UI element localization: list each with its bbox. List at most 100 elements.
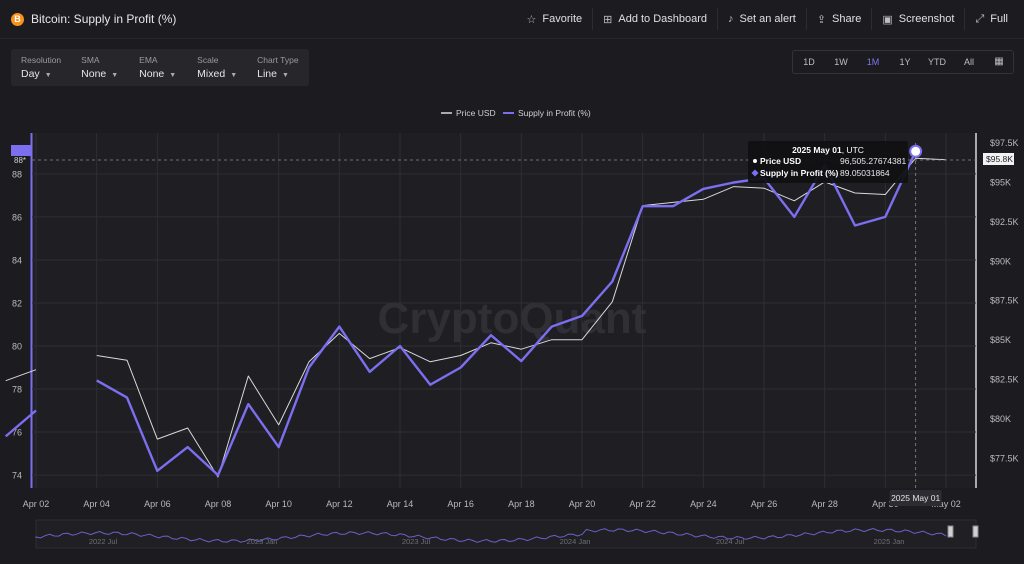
scale-value: Mixed ▼: [197, 68, 237, 80]
favorite-label: Favorite: [542, 13, 583, 25]
chevron-down-icon: ▼: [111, 72, 119, 79]
tooltip-timezone: , UTC: [842, 145, 864, 155]
tooltip-supply-marker: [751, 169, 759, 177]
screenshot-button[interactable]: ▣ Screenshot: [871, 8, 964, 30]
range-all[interactable]: All: [963, 57, 974, 67]
favorite-button[interactable]: ☆ Favorite: [517, 8, 593, 30]
x-tick-label: Apr 30: [872, 499, 899, 509]
navigator-label: 2023 Jan: [247, 537, 278, 546]
x-tick-label: Apr 04: [83, 499, 110, 509]
y-left-tick-label: 82: [12, 298, 22, 308]
range-1d[interactable]: 1D: [803, 57, 815, 67]
x-tick-label: Apr 08: [205, 499, 232, 509]
y-left-tick-label: 86: [12, 212, 22, 222]
screenshot-label: Screenshot: [898, 13, 955, 25]
y-right-tick-label: $97.5K: [990, 138, 1019, 148]
chart-type-label: Chart Type: [257, 55, 299, 65]
scale-dropdown[interactable]: Scale Mixed ▼: [187, 49, 247, 86]
full-label: Full: [990, 13, 1008, 25]
add-to-dashboard-icon: ⊞: [603, 13, 613, 26]
y-left-tick-label: 88: [12, 169, 22, 179]
y-right-tick-label: $85K: [990, 335, 1011, 345]
full-button[interactable]: ⤢ Full: [964, 8, 1018, 30]
tooltip-date: 2025 May 01, UTC: [792, 145, 864, 155]
chart-type-dropdown[interactable]: Chart Type Line ▼: [247, 49, 308, 86]
chevron-down-icon: ▼: [281, 72, 289, 79]
legend-supply-label[interactable]: Supply in Profit (%): [518, 108, 591, 118]
set-alert-button[interactable]: ♪ Set an alert: [717, 8, 806, 30]
range-1y[interactable]: 1Y: [899, 57, 911, 67]
ema-dropdown[interactable]: EMA None ▼: [129, 49, 187, 86]
x-tick-label: Apr 18: [508, 499, 535, 509]
crosshair-right-label: $95.8K: [986, 154, 1013, 164]
navigator-track: [35, 519, 977, 549]
tooltip-row-label: Supply in Profit (%): [760, 168, 839, 178]
x-tick-label: Apr 28: [811, 499, 838, 509]
x-tick-label: Apr 10: [265, 499, 292, 509]
range-1m[interactable]: 1M: [866, 57, 880, 67]
scale-label: Scale: [197, 55, 219, 65]
chart-title: B Bitcoin: Supply in Profit (%): [11, 12, 176, 26]
chevron-down-icon: ▼: [44, 72, 52, 79]
y-right-tick-label: $82.5K: [990, 375, 1019, 385]
resolution-label: Resolution: [21, 55, 62, 65]
legend-price-label[interactable]: Price USD: [456, 108, 496, 118]
x-tick-label: Apr 14: [387, 499, 414, 509]
y-left-tick-label: 80: [12, 342, 22, 352]
chart-title-text: Bitcoin: Supply in Profit (%): [31, 12, 177, 26]
range-1w[interactable]: 1W: [834, 57, 848, 67]
chart-type-value: Line ▼: [257, 68, 298, 80]
y-left-tick-label: 74: [12, 471, 22, 481]
range-selector: 1D 1W 1M 1Y YTD All ▦: [792, 50, 1014, 74]
ema-label: EMA: [139, 55, 158, 65]
sma-dropdown[interactable]: SMA None ▼: [71, 49, 129, 86]
chevron-down-icon: ▼: [230, 72, 238, 79]
ema-value: None ▼: [139, 68, 177, 80]
x-tick-label: Apr 12: [326, 499, 353, 509]
scale-value-text: Mixed: [197, 68, 226, 80]
favorite-icon: ☆: [526, 13, 537, 26]
navigator[interactable]: 2022 Jul 2023 Jan 2023 Jul 2024 Jan 2024 Jul…: [35, 519, 979, 549]
range-ytd[interactable]: YTD: [928, 57, 946, 67]
tooltip-row-label: Price USD: [760, 156, 801, 166]
navigator-label: 2024 Jul: [716, 537, 745, 546]
watermark: CryptoQuant: [378, 294, 647, 343]
y-right-tick-label: $77.5K: [990, 454, 1019, 464]
y-right-tick-label: $95K: [990, 177, 1011, 187]
header-bar: B Bitcoin: Supply in Profit (%) ☆ Favorit…: [0, 0, 1024, 39]
chart-controls: Resolution Day ▼ SMA None ▼ EMA None ▼ Scale Mixed…: [11, 49, 309, 86]
x-tick-label: Apr 22: [629, 499, 656, 509]
x-tick-label: May 02: [931, 499, 961, 509]
full-icon: ⤢: [975, 12, 985, 25]
crosshair-left-label: 88*: [14, 156, 26, 165]
y-left-tick-label: 78: [12, 385, 22, 395]
y-left-tick-label: 76: [12, 428, 22, 438]
sma-value: None ▼: [81, 68, 119, 80]
share-button[interactable]: ⇪ Share: [805, 8, 872, 30]
y-right-tick-label: $92.5K: [990, 217, 1019, 227]
sma-label: SMA: [81, 55, 100, 65]
share-icon: ⇪: [816, 13, 827, 26]
chart-type-value-text: Line: [257, 68, 277, 80]
bitcoin-icon: B: [11, 12, 24, 26]
add-to-dashboard-button[interactable]: ⊞ Add to Dashboard: [592, 8, 717, 30]
y-left-tick-label: 84: [12, 255, 22, 265]
x-tick-label: Apr 16: [447, 499, 474, 509]
y-right-tick-label: $90K: [990, 256, 1011, 266]
calendar-icon[interactable]: ▦: [994, 56, 1004, 67]
crosshair-x-badge: [889, 490, 942, 506]
sma-value-text: None: [81, 68, 107, 80]
set-alert-label: Set an alert: [739, 13, 796, 25]
navigator-handle-left[interactable]: [947, 525, 954, 538]
x-tick-label: Apr 02: [23, 499, 50, 509]
x-tick-label: Apr 06: [144, 499, 171, 509]
tooltip-date-value: 2025 May 01: [792, 145, 842, 155]
y-right-tick-label: $80K: [990, 414, 1011, 424]
ema-value-text: None: [139, 68, 165, 80]
resolution-dropdown[interactable]: Resolution Day ▼: [11, 49, 71, 86]
navigator-label: 2023 Jul: [402, 537, 431, 546]
screenshot-icon: ▣: [882, 13, 893, 26]
navigator-handle-right[interactable]: [972, 525, 979, 538]
